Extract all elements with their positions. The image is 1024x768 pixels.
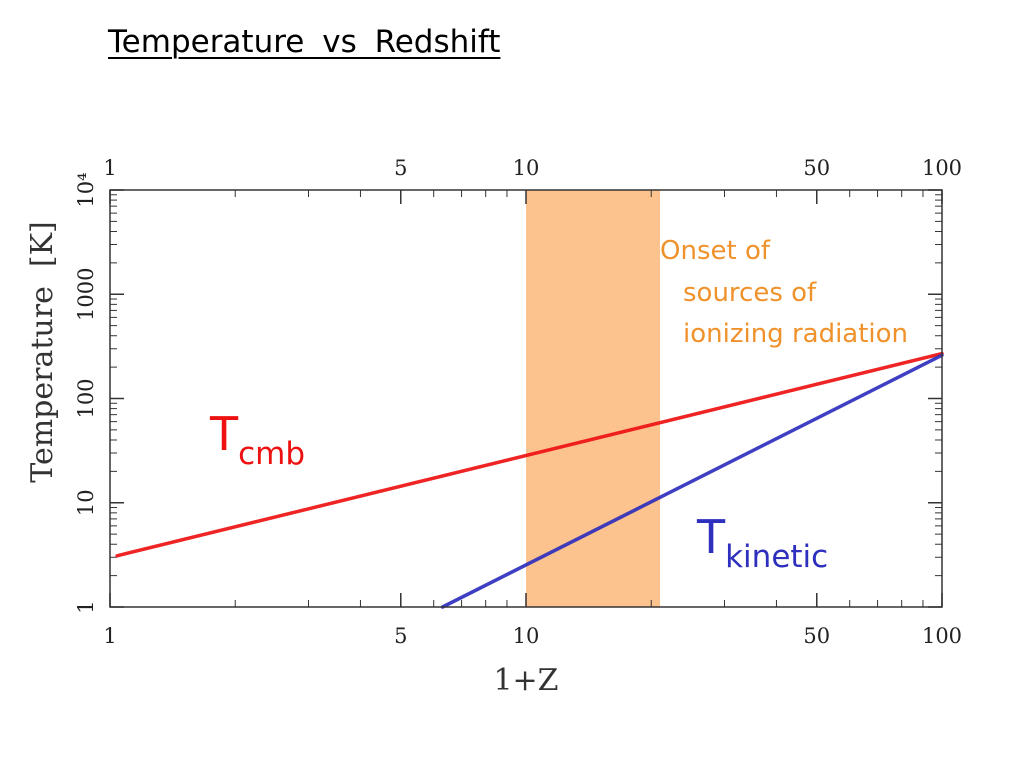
x-tick-label-bottom: 50 [803, 624, 830, 648]
minor-ticks [110, 190, 942, 607]
series-label-tcmb-symbol: T [209, 407, 239, 461]
x-tick-label-top: 5 [394, 156, 407, 180]
series-label-tkinetic-subscript: kinetic [725, 539, 828, 575]
y-tick-label: 100 [74, 378, 98, 418]
x-tick-label-top: 1 [103, 156, 116, 180]
y-tick-label: 1 [74, 600, 98, 613]
series-label-tkinetic-symbol: T [696, 510, 726, 564]
x-tick-label-top: 100 [922, 156, 962, 180]
x-tick-label-top: 50 [803, 156, 830, 180]
series-line-tkinetic [440, 353, 944, 609]
x-tick-label-top: 10 [513, 156, 540, 180]
series-lines [115, 351, 944, 609]
x-tick-label-bottom: 10 [513, 624, 540, 648]
series-label-tcmb: Tcmb [209, 407, 305, 472]
series-line-tcmb [115, 351, 944, 558]
x-axis-title: 1+Z [493, 663, 558, 698]
annotation-line-3: ionizing radiation [683, 319, 908, 349]
ionizing-onset-band [526, 190, 661, 607]
y-tick-label: 1000 [74, 268, 98, 321]
series-label-tkinetic: Tkinetic [696, 510, 828, 575]
slide-title: Temperature vs Redshift [108, 24, 501, 60]
x-tick-label-bottom: 100 [922, 624, 962, 648]
x-tick-label-bottom: 1 [103, 624, 116, 648]
y-tick-label: 10 [74, 489, 98, 516]
y-axis-title: Temperature [K] [25, 221, 60, 482]
series-label-tcmb-subscript: cmb [238, 436, 305, 472]
y-tick-label: 10⁴ [74, 172, 98, 207]
annotation-line-1: Onset of [660, 236, 771, 266]
x-tick-label-bottom: 5 [394, 624, 407, 648]
plot-frame [109, 189, 943, 608]
annotation-line-2: sources of [683, 278, 817, 308]
